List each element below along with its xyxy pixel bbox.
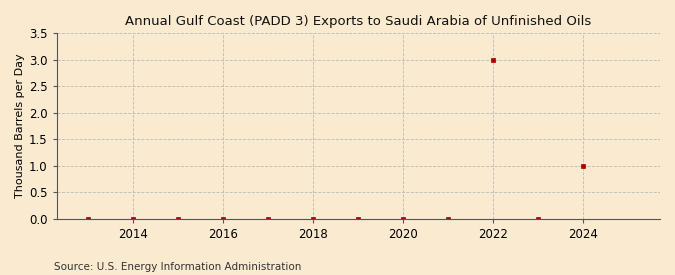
Y-axis label: Thousand Barrels per Day: Thousand Barrels per Day xyxy=(15,54,25,198)
Title: Annual Gulf Coast (PADD 3) Exports to Saudi Arabia of Unfinished Oils: Annual Gulf Coast (PADD 3) Exports to Sa… xyxy=(126,15,591,28)
Text: Source: U.S. Energy Information Administration: Source: U.S. Energy Information Administ… xyxy=(54,262,301,272)
